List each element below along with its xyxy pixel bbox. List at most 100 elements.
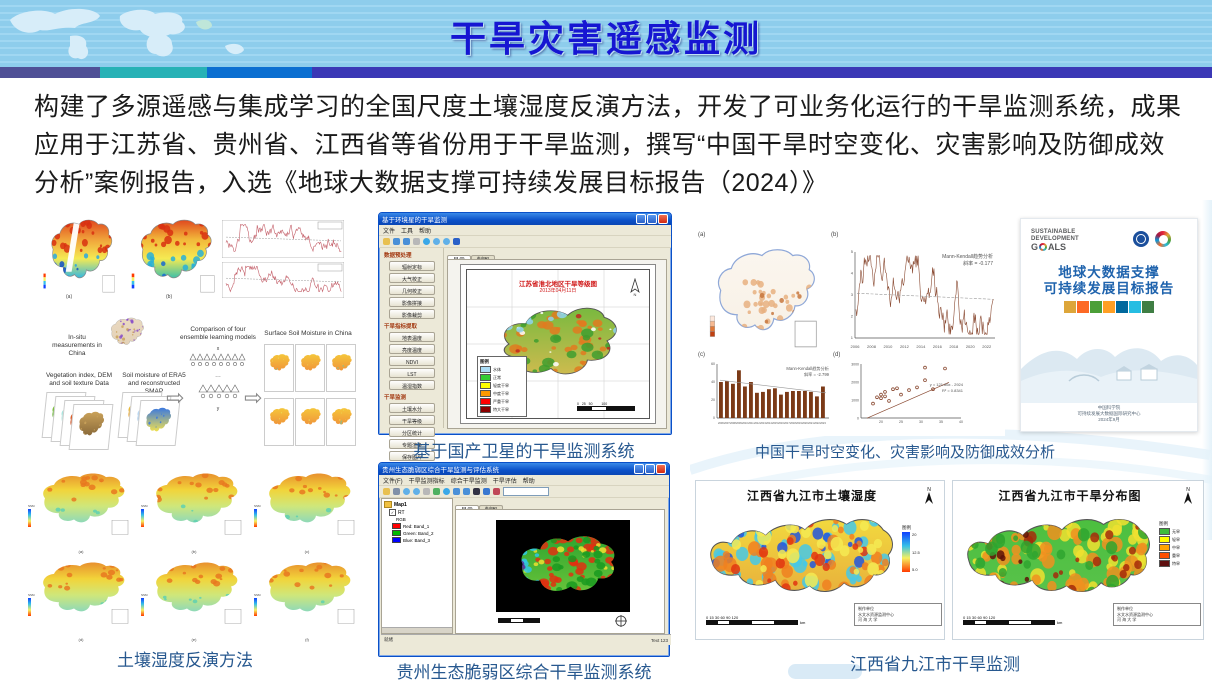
sidebar-button[interactable]: 土壤水分 [389,403,435,413]
north-arrow-icon: N [630,278,640,296]
zoom-in-icon[interactable] [403,488,410,495]
minimize-button[interactable] [634,464,644,474]
app1-scalebar: 0 25 50 100 [577,402,637,411]
legend-item: 水体 [480,366,524,373]
back-icon[interactable] [393,238,400,245]
save-icon[interactable] [393,488,400,495]
horizontal-scrollbar[interactable] [382,627,452,633]
menu-item[interactable]: 帮助 [419,228,432,235]
maximize-button[interactable] [647,214,657,224]
workflow-input2-label: Vegetation index, DEM and soil texture D… [45,372,113,387]
svg-text:y: y [217,406,220,412]
forward-icon[interactable] [403,238,410,245]
globe-icon[interactable] [423,238,430,245]
sidebar-button[interactable]: 分区统计 [389,427,435,437]
svg-text:2014: 2014 [766,421,772,425]
checkbox-icon[interactable]: ✓ [389,509,396,516]
sidebar-button[interactable]: 干旱等级 [389,415,435,425]
close-button[interactable] [656,464,666,474]
band-row: Blue: Band_3 [392,537,452,543]
globe-icon[interactable] [443,488,450,495]
china-drought-frequency-map [703,244,821,352]
insitu-map [106,316,146,352]
sidebar-button[interactable]: 辐射定标 [389,261,435,271]
app1-canvas: 江苏省淮北地区干旱等级图 2013年04月11日 N 图例 水体 正常 轻度干旱 中度… [447,259,667,429]
sidebar-button[interactable]: LST [389,368,435,378]
forward-icon[interactable] [463,488,470,495]
report-title-line1: 地球大数据支撑 [1058,265,1160,280]
svg-text:2014: 2014 [916,344,926,349]
pan-icon[interactable] [413,238,420,245]
svg-text:4: 4 [851,271,854,276]
svg-text:…: … [215,373,221,379]
sidebar-group-title: 数据预处理 [384,253,412,259]
menu-item[interactable]: 文件(F) [383,478,403,485]
menu-item[interactable]: 干旱监测指标 [408,478,445,485]
legend-item: 严重干旱 [480,398,524,405]
layer-card [135,400,181,446]
svg-text:20: 20 [879,420,883,424]
page-title: 干旱灾害遥感监测 [449,18,762,59]
close-button[interactable] [658,214,668,224]
sidebar-button[interactable]: 温湿指数 [389,380,435,390]
drought-bar-chart: 2006 2007 2008 2009 2010 2011 2012 2013 2014 2015… [705,360,833,430]
measure-icon[interactable] [493,488,500,495]
app2-image-frame [496,520,630,612]
menu-item[interactable]: 工具 [401,228,414,235]
output-map-card [326,344,356,392]
sidebar-button[interactable]: 大气校正 [389,273,435,283]
app2-layer-name[interactable]: RT [398,509,405,516]
menu-item[interactable]: 干旱评估 [492,478,517,485]
zoom-out-icon[interactable] [413,488,420,495]
subplot-label-d: (d) [833,352,841,358]
sidebar-button[interactable]: 保存图片 [389,451,435,461]
app1-map-sheet: 江苏省淮北地区干旱等级图 2013年04月11日 N 图例 水体 正常 轻度干旱 中度… [460,264,656,424]
select-icon[interactable] [473,488,480,495]
app2-layers-root[interactable]: Map1 [394,501,407,508]
ssm-map-label: (a) [78,548,84,554]
svg-text:2012: 2012 [754,421,760,425]
sidebar-button[interactable]: 影像拼接 [389,297,435,307]
zoom-out-icon[interactable] [443,238,450,245]
menu-item[interactable]: 帮助 [522,478,535,485]
pan-icon[interactable] [423,488,430,495]
svg-text:2016: 2016 [778,421,784,425]
sidebar-button[interactable]: 专题渲染 [389,439,435,449]
scale-combobox[interactable] [503,487,549,496]
app1-window-title: 基于环境星的干旱监测 [382,217,447,224]
identify-icon[interactable] [483,488,490,495]
app2-layers-panel: Map1 ✓ RT RGB Red: Band_1 Green: Band_2 Bl… [381,498,453,634]
sidebar-button[interactable]: NDVI [389,356,435,366]
back-icon[interactable] [453,488,460,495]
svg-text:40: 40 [959,420,963,424]
china-soil-moisture-map-b [130,216,216,294]
menu-item[interactable]: 综合干旱监测 [450,478,487,485]
maximize-button[interactable] [645,464,655,474]
subplot-label-a: (a) [698,232,706,238]
band-swatch [392,523,401,529]
sidebar-button[interactable]: 地表温度 [389,332,435,342]
app1-titlebar[interactable]: 基于环境星的干旱监测 [379,213,671,225]
open-icon[interactable] [383,488,390,495]
app2-titlebar[interactable]: 贵州生态脆弱区综合干旱监测与评估系统 [379,463,669,475]
svg-text:2008: 2008 [867,344,877,349]
full-extent-icon[interactable] [433,488,440,495]
output-maps-grid [264,344,356,448]
svg-text:2000: 2000 [851,381,859,385]
help-icon[interactable] [453,238,460,245]
svg-text:2021: 2021 [808,421,814,425]
zoom-in-icon[interactable] [433,238,440,245]
svg-text:斜率 = -0.177: 斜率 = -0.177 [963,260,993,267]
sidebar-button[interactable]: 几何校正 [389,285,435,295]
open-icon[interactable] [383,238,390,245]
jx1-scalebar: 0 15 30 60 90 120 km [706,615,806,625]
sidebar-button[interactable]: 影像裁剪 [389,309,435,319]
app2-status-left: 就绪 [384,637,393,642]
legend-item: 轻度干旱 [480,382,524,389]
app2-window-title: 贵州生态脆弱区综合干旱监测与评估系统 [382,467,499,474]
svg-text:2012: 2012 [900,344,910,349]
minimize-button[interactable] [636,214,646,224]
menu-item[interactable]: 文件 [383,228,396,235]
jx2-map [959,505,1155,605]
sidebar-button[interactable]: 亮度温度 [389,344,435,354]
